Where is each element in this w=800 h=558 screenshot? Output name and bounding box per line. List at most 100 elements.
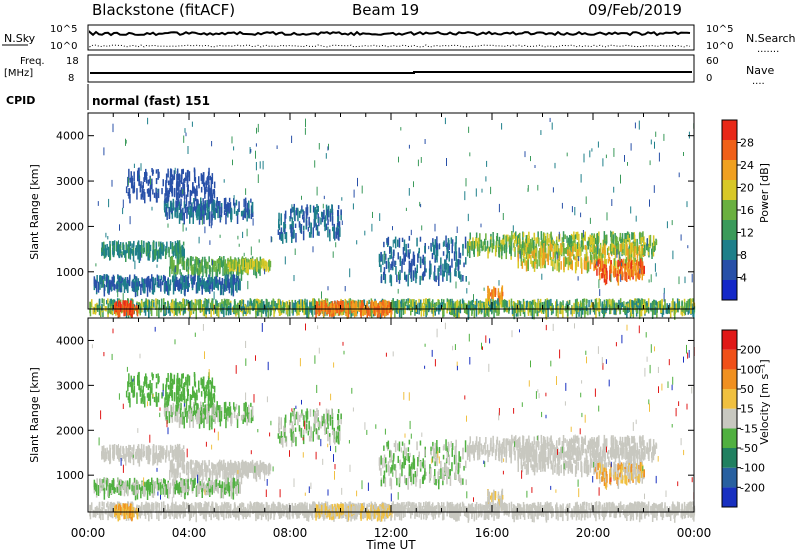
scatter-cell — [148, 180, 150, 186]
sparse-cell — [371, 224, 372, 232]
sparse-cell — [247, 281, 248, 289]
scatter-cell — [208, 172, 210, 184]
scatter-cell — [544, 233, 546, 240]
sparse-cell — [550, 118, 551, 122]
scatter-cell — [577, 306, 579, 311]
sparse-cell — [457, 227, 458, 234]
sparse-cell — [294, 275, 295, 281]
sparse-cell — [258, 174, 259, 183]
scatter-cell — [367, 307, 369, 315]
scatter-cell — [327, 219, 329, 225]
sparse-cell — [199, 237, 200, 244]
scatter-cell — [140, 307, 142, 314]
scatter-cell — [206, 213, 208, 220]
scatter-cell — [163, 275, 165, 280]
scatter-cell — [485, 233, 487, 240]
scatter-cell — [394, 301, 396, 307]
scatter-cell — [479, 244, 481, 256]
scatter-cell — [181, 175, 183, 183]
scatter-cell — [449, 308, 451, 312]
scatter-cell — [291, 228, 293, 237]
sparse-cell — [183, 223, 184, 232]
scatter-cell — [181, 302, 183, 311]
scatter-cell — [206, 187, 208, 192]
scatter-cell — [113, 245, 115, 251]
scatter-cell — [420, 258, 422, 266]
scatter-cell — [182, 275, 184, 286]
scatter-cell — [199, 299, 201, 309]
scatter-cell — [537, 237, 539, 244]
sparse-cell — [672, 251, 673, 260]
sparse-cell — [651, 274, 652, 282]
scatter-cell — [629, 269, 631, 280]
sparse-cell — [260, 161, 261, 168]
scatter-cell — [228, 407, 230, 418]
scatter-cell — [547, 300, 549, 309]
scatter-cell — [202, 266, 204, 277]
colorbar-tick-label: 12 — [740, 227, 754, 240]
scatter-cell — [252, 261, 254, 266]
sparse-cell — [259, 239, 260, 242]
scatter-cell — [141, 449, 143, 454]
scatter-cell — [156, 178, 158, 184]
scatter-cell — [133, 282, 135, 292]
scatter-cell — [527, 239, 529, 244]
scatter-cell — [443, 242, 445, 247]
scatter-cell — [206, 417, 208, 424]
scatter-cell — [157, 275, 159, 282]
scatter-cell — [399, 238, 401, 248]
sparse-cell — [291, 204, 292, 213]
sparse-cell — [530, 156, 531, 161]
scatter-cell — [570, 247, 572, 251]
scatter-cell — [176, 207, 178, 218]
scatter-cell — [368, 300, 370, 304]
scatter-cell — [468, 301, 470, 306]
scatter-cell — [211, 214, 213, 225]
scatter-cell — [228, 203, 230, 214]
sparse-cell — [580, 213, 581, 218]
scatter-cell — [439, 243, 441, 249]
scatter-cell — [563, 231, 565, 242]
scatter-cell — [203, 214, 205, 225]
scatter-cell — [215, 267, 217, 272]
scatter-cell — [143, 445, 145, 452]
scatter-cell — [421, 306, 423, 312]
scatter-cell — [188, 207, 190, 214]
scatter-cell — [335, 305, 337, 312]
scatter-cell — [227, 406, 229, 416]
scatter-cell — [495, 288, 497, 295]
scatter-cell — [544, 246, 546, 253]
scatter-cell — [148, 189, 150, 196]
scatter-cell — [179, 279, 181, 283]
sparse-cell — [398, 272, 399, 280]
scatter-cell — [503, 235, 505, 240]
scatter-cell — [225, 213, 227, 224]
scatter-cell — [398, 300, 400, 310]
scatter-cell — [141, 245, 143, 250]
scatter-cell — [604, 256, 606, 265]
scatter-cell — [303, 430, 305, 435]
scatter-cell — [553, 252, 555, 259]
scatter-cell — [155, 298, 157, 305]
sparse-cell — [540, 130, 541, 135]
scatter-cell — [332, 301, 334, 306]
scatter-cell — [650, 240, 652, 246]
sparse-cell — [620, 274, 621, 282]
scatter-cell — [169, 411, 171, 423]
scatter-cell — [171, 467, 173, 478]
scatter-cell — [443, 304, 445, 315]
scatter-cell — [527, 301, 529, 307]
scatter-cell — [619, 261, 621, 266]
scatter-cell — [207, 466, 209, 473]
scatter-cell — [509, 300, 511, 307]
scatter-cell — [165, 183, 167, 192]
scatter-cell — [526, 243, 528, 252]
sparse-cell — [411, 230, 412, 235]
nsearch-trace — [90, 45, 690, 47]
sparse-cell — [147, 118, 148, 125]
scatter-cell — [184, 417, 186, 429]
scatter-cell — [99, 275, 101, 282]
sparse-cell — [689, 132, 690, 139]
scatter-cell — [196, 413, 198, 421]
scatter-cell — [250, 259, 252, 265]
